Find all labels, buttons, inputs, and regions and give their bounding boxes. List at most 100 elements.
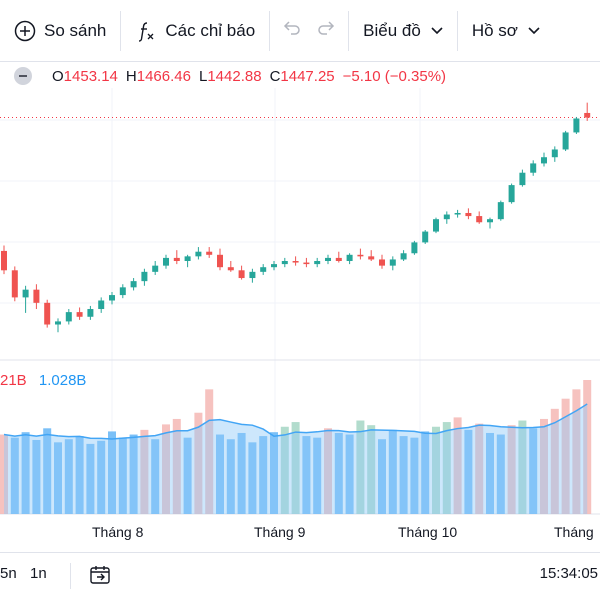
- volume-bar: [464, 429, 473, 514]
- candle-body: [541, 157, 547, 164]
- volume-bar: [475, 423, 484, 514]
- candle-body: [227, 267, 234, 271]
- volume-bar: [172, 418, 181, 514]
- undo-icon[interactable]: [282, 18, 302, 44]
- volume-bar: [108, 431, 116, 514]
- low-label: L: [198, 67, 208, 85]
- candle-body: [346, 254, 353, 262]
- candle-body: [260, 267, 267, 272]
- low-value: 1442.88: [207, 67, 262, 85]
- candle-body: [130, 281, 137, 288]
- plus-circle-icon: [14, 20, 36, 42]
- candle-body: [303, 262, 310, 265]
- chevron-down-icon: [528, 24, 540, 38]
- change-value: −5.10 (−0.35%): [342, 67, 447, 85]
- candle-body: [508, 185, 515, 203]
- candle-body: [573, 118, 580, 133]
- volume-bar: [0, 434, 8, 514]
- close-label: C: [269, 67, 281, 85]
- candle-body: [76, 312, 83, 317]
- volume-bar: [388, 429, 397, 514]
- toolbar-divider: [348, 10, 350, 51]
- candle-body: [184, 256, 191, 262]
- top-toolbar: So sánh Các chỉ báo Biểu đồ Hồ sơ: [0, 0, 600, 62]
- candle-body: [163, 257, 169, 266]
- volume-bar: [442, 422, 451, 514]
- candle-body: [152, 265, 159, 272]
- candle-body: [11, 270, 18, 298]
- volume-bar: [32, 439, 41, 514]
- volume-bar: [183, 437, 192, 514]
- volume-ma-area: [4, 404, 588, 514]
- close-value: 1447.25: [280, 67, 335, 85]
- volume-bar: [43, 428, 52, 514]
- volume-bar: [432, 426, 440, 514]
- candle-body: [238, 270, 245, 279]
- bottom-bar: 5n 1n 15:34:05: [0, 552, 600, 600]
- volume-bar: [97, 440, 106, 514]
- indicators-button[interactable]: Các chỉ báo: [121, 8, 269, 54]
- volume-bar: [64, 439, 73, 514]
- bottom-divider: [70, 563, 71, 589]
- candle-body: [411, 242, 418, 254]
- volume-bar: [54, 442, 62, 514]
- collapse-legend-button[interactable]: [14, 67, 32, 85]
- chart-type-dropdown[interactable]: Biểu đồ: [349, 8, 457, 54]
- candle-body: [476, 216, 483, 223]
- volume-bar: [270, 432, 278, 514]
- volume-bar: [421, 431, 430, 514]
- volume-bar: [518, 420, 527, 514]
- volume-bar: [118, 437, 127, 514]
- high-value: 1466.46: [136, 67, 191, 85]
- redo-icon[interactable]: [316, 18, 336, 44]
- candle-body: [98, 300, 105, 310]
- candle-body: [173, 257, 180, 262]
- range-1d-button[interactable]: 1n: [30, 565, 47, 582]
- volume-bar: [345, 434, 354, 514]
- volume-bar: [583, 380, 592, 514]
- volume-bar: [399, 436, 408, 514]
- toolbar-divider: [456, 10, 458, 51]
- candle-body: [217, 254, 223, 268]
- volume-bar: [194, 412, 203, 514]
- candle-body: [551, 149, 558, 158]
- volume-bar: [572, 389, 581, 514]
- profile-dropdown[interactable]: Hồ sơ: [458, 8, 554, 54]
- toolbar-divider: [120, 10, 122, 51]
- candle-body: [368, 256, 375, 260]
- candle-body: [44, 302, 51, 325]
- volume-bar: [140, 429, 149, 514]
- volume-bar: [486, 432, 494, 514]
- volume-bar: [162, 424, 170, 514]
- candle-body: [454, 212, 461, 215]
- volume-bar: [216, 434, 224, 514]
- candle-body: [584, 112, 591, 118]
- volume-legend: 21B 1.028B: [0, 372, 86, 389]
- volume-bar: [529, 428, 538, 514]
- go-to-date-icon[interactable]: [88, 563, 112, 592]
- candle-body: [389, 259, 396, 266]
- candle-body: [1, 250, 7, 271]
- volume-bar: [259, 436, 268, 514]
- candle-body: [314, 261, 321, 265]
- range-5d-button[interactable]: 5n: [0, 565, 17, 582]
- volume-bar: [280, 426, 289, 514]
- high-label: H: [125, 67, 137, 85]
- volume-ma-value: 1.028B: [38, 372, 87, 389]
- chevron-down-icon: [431, 24, 443, 38]
- x-tick-label: Tháng: [554, 524, 594, 540]
- candle-body: [325, 257, 331, 262]
- candle-body: [271, 264, 277, 268]
- candle-body: [292, 261, 299, 263]
- volume-bar: [313, 437, 322, 514]
- candle-body: [443, 214, 450, 220]
- compare-button[interactable]: So sánh: [0, 8, 120, 54]
- volume-bar: [21, 432, 30, 514]
- volume-bar: [453, 417, 462, 514]
- price-chart[interactable]: [0, 88, 600, 520]
- candle-body: [562, 132, 569, 150]
- volume-bar: [248, 442, 257, 514]
- volume-bar: [302, 436, 311, 514]
- candle-body: [55, 321, 61, 325]
- volume-bar: [378, 439, 386, 514]
